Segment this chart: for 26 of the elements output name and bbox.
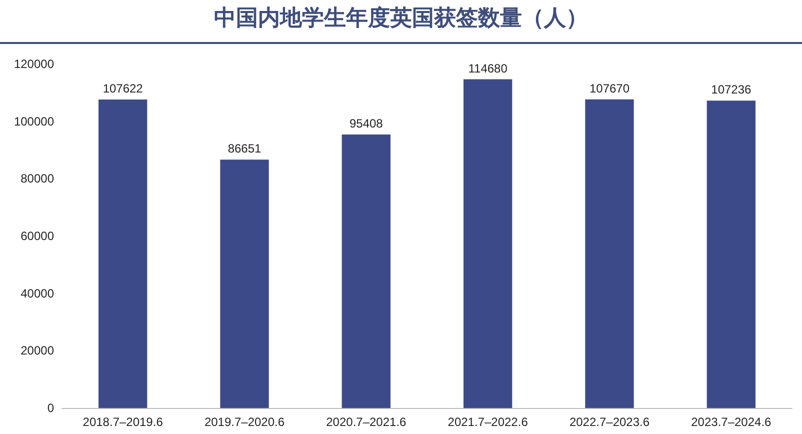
bar	[220, 160, 269, 408]
data-label: 114680	[468, 61, 508, 76]
y-tick-label: 0	[47, 401, 54, 415]
y-tick-label: 60000	[20, 229, 54, 243]
x-tick-label: 2021.7–2022.6	[448, 415, 528, 429]
bar	[585, 99, 634, 408]
y-tick-label: 20000	[20, 344, 54, 358]
bar	[706, 100, 756, 408]
x-tick-label: 2020.7–2021.6	[326, 415, 407, 429]
y-tick-label: 120000	[14, 57, 54, 71]
y-tick-label: 80000	[20, 172, 54, 186]
x-tick-label: 2018.7–2019.6	[82, 415, 164, 429]
bar	[342, 134, 390, 408]
data-label: 95408	[349, 116, 384, 130]
y-tick-label: 100000	[14, 114, 54, 128]
bar	[98, 99, 148, 408]
x-tick-label: 2023.7–2024.6	[691, 415, 772, 429]
x-tick-label: 2019.7–2020.6	[204, 415, 285, 429]
data-label: 107670	[589, 81, 630, 96]
y-tick-label: 40000	[20, 286, 54, 300]
data-label: 107236	[711, 82, 752, 97]
data-label: 107622	[102, 81, 144, 96]
bar	[464, 79, 512, 408]
chart-title: 中国内地学生年度英国获签数量（人）	[213, 4, 589, 33]
data-label: 86651	[228, 142, 262, 156]
x-tick-label: 2022.7–2023.6	[569, 415, 650, 429]
